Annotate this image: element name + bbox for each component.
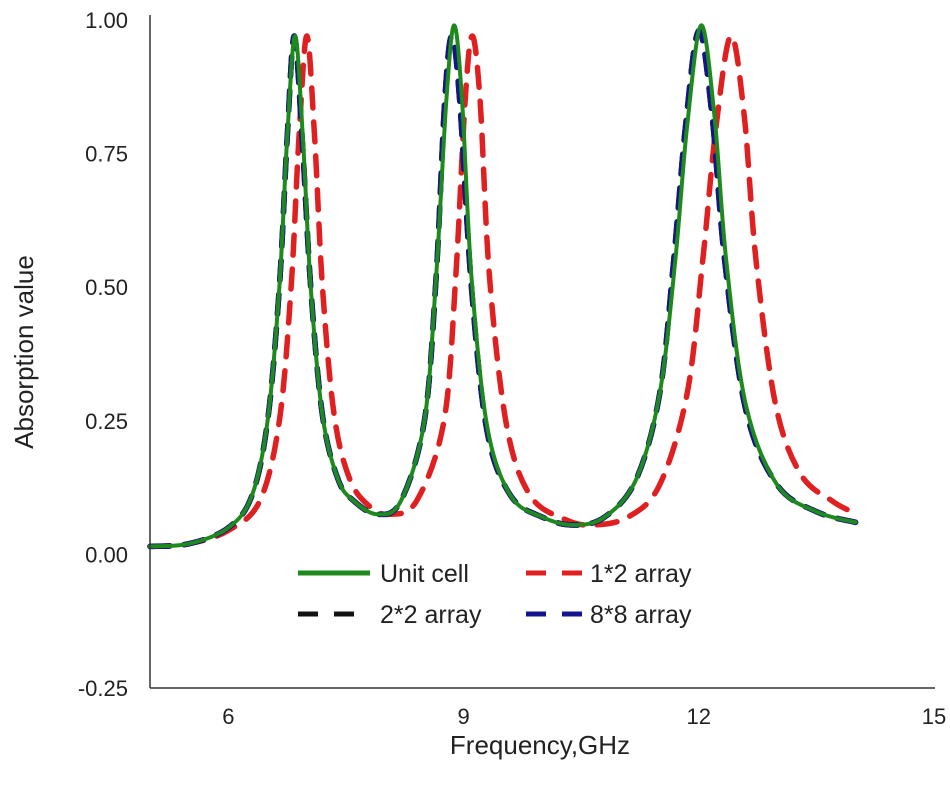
- legend-label-1x2-array: 1*2 array: [590, 560, 692, 588]
- legend-item-1x2-array: 1*2 array: [526, 560, 692, 588]
- legend-label-unit-cell: Unit cell: [380, 560, 469, 588]
- x-tick-labels: 6 9 12 15: [222, 704, 946, 729]
- series-line-8x8-array: [147, 27, 859, 550]
- x-tick-label: 15: [922, 704, 946, 729]
- y-tick-label: 0.25: [85, 409, 128, 434]
- y-tick-label: -0.25: [78, 676, 128, 701]
- y-tick-label: 0.75: [85, 142, 128, 167]
- plot-curves: [147, 23, 859, 550]
- y-tick-label: 0.00: [85, 542, 128, 567]
- y-tick-label: 1.00: [85, 8, 128, 33]
- legend: Unit cell 1*2 array 2*2 array 8*8 array: [298, 560, 692, 629]
- series-line-unit-cell: [148, 23, 858, 549]
- legend-item-8x8-array: 8*8 array: [526, 601, 692, 629]
- x-tick-label: 9: [457, 704, 469, 729]
- series-line-2x2-array: [147, 27, 859, 550]
- y-tick-labels: -0.25 0.00 0.25 0.50 0.75 1.00: [78, 8, 128, 701]
- legend-item-2x2-array: 2*2 array: [298, 601, 482, 629]
- x-axis-title: Frequency,GHz: [450, 730, 630, 760]
- legend-label-2x2-array: 2*2 array: [380, 601, 482, 629]
- y-axis-title: Absorption value: [9, 255, 39, 449]
- x-tick-label: 12: [687, 704, 711, 729]
- x-tick-label: 6: [222, 704, 234, 729]
- series-line-1x2-array: [147, 33, 855, 550]
- legend-item-unit-cell: Unit cell: [298, 560, 469, 588]
- y-tick-label: 0.50: [85, 275, 128, 300]
- legend-label-8x8-array: 8*8 array: [590, 601, 692, 629]
